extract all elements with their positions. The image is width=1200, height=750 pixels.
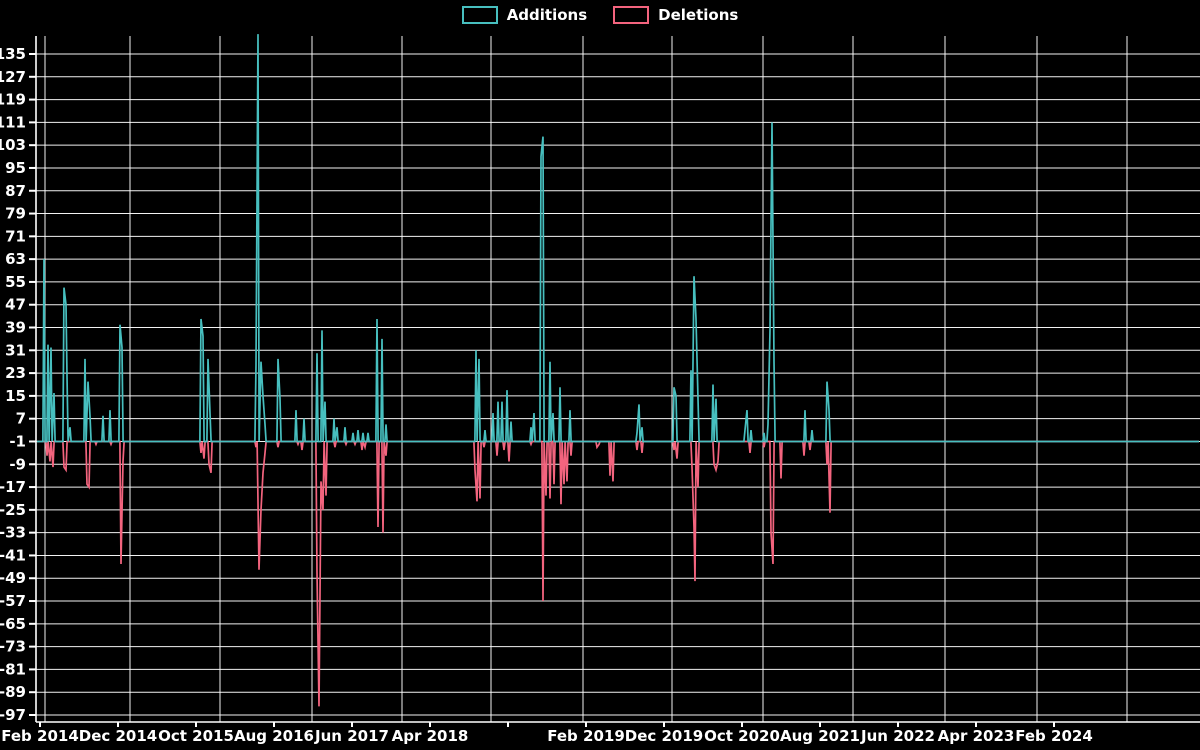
x-tick-label: Oct 2015 xyxy=(158,727,234,745)
legend: Additions Deletions xyxy=(0,6,1200,24)
y-tick-label: 135 xyxy=(0,45,26,63)
x-tick-label: Feb 2024 xyxy=(1015,727,1093,745)
y-tick-label: 127 xyxy=(0,68,26,86)
y-tick-label: 103 xyxy=(0,136,26,154)
additions-swatch-icon xyxy=(461,6,498,24)
y-tick-label: -57 xyxy=(0,592,26,610)
y-tick-label: -73 xyxy=(0,638,26,656)
deletions-swatch-icon xyxy=(613,6,650,24)
y-tick-labels: 135 127 119 111 103 95 87 79 71 63 55 47 39 31 23 15 7 -1… xyxy=(0,45,36,724)
y-tick-label: 31 xyxy=(5,341,26,359)
y-tick-label: -89 xyxy=(0,683,26,701)
y-tick-label: 47 xyxy=(5,296,26,314)
y-tick-label: -97 xyxy=(0,706,26,724)
x-tick-label: Apr 2023 xyxy=(938,727,1015,745)
y-tick-label: 55 xyxy=(5,273,26,291)
y-tick-label: -17 xyxy=(0,478,26,496)
y-tick-label: 71 xyxy=(5,227,26,245)
legend-label-deletions: Deletions xyxy=(658,5,739,24)
y-gridlines xyxy=(36,53,1200,716)
y-tick-label: 39 xyxy=(5,319,26,337)
y-tick-label: -65 xyxy=(0,615,26,633)
y-tick-label: 63 xyxy=(5,250,26,268)
y-tick-label: 95 xyxy=(5,159,26,177)
x-tick-label: Aug 2016 xyxy=(234,727,314,745)
y-tick-label: 7 xyxy=(16,410,26,428)
y-tick-label: -25 xyxy=(0,501,26,519)
y-tick-label: 111 xyxy=(0,113,26,131)
y-tick-label: -9 xyxy=(9,455,26,473)
x-tick-label: Feb 2014 xyxy=(1,727,79,745)
x-tick-label: Jun 2022 xyxy=(860,727,935,745)
x-tick-label: Dec 2014 xyxy=(79,727,158,745)
x-tick-label: Aug 2021 xyxy=(780,727,860,745)
y-tick-label: 119 xyxy=(0,91,26,109)
y-tick-label: 79 xyxy=(5,205,26,223)
x-tick-label: Apr 2018 xyxy=(392,727,469,745)
y-tick-label: -49 xyxy=(0,569,26,587)
x-tick-label: Jun 2017 xyxy=(314,727,389,745)
x-tick-label: Feb 2019 xyxy=(547,727,625,745)
y-tick-label: -81 xyxy=(0,660,26,678)
y-tick-label: -33 xyxy=(0,524,26,542)
y-tick-label: 15 xyxy=(5,387,26,405)
additions-line xyxy=(37,34,1199,443)
legend-item-deletions[interactable]: Deletions xyxy=(613,6,738,24)
legend-label-additions: Additions xyxy=(506,5,588,24)
y-tick-label: 23 xyxy=(5,364,26,382)
y-tick-label: -41 xyxy=(0,546,26,564)
x-tick-labels: Feb 2014 Dec 2014 Oct 2015 Aug 2016 Jun 2017… xyxy=(1,722,1093,745)
x-tick-label: Oct 2020 xyxy=(704,727,780,745)
y-tick-label: -1 xyxy=(9,432,26,450)
x-tick-label: Dec 2019 xyxy=(625,727,704,745)
deletions-line xyxy=(37,440,1199,707)
legend-item-additions[interactable]: Additions xyxy=(461,5,588,24)
y-tick-label: 87 xyxy=(5,182,26,200)
